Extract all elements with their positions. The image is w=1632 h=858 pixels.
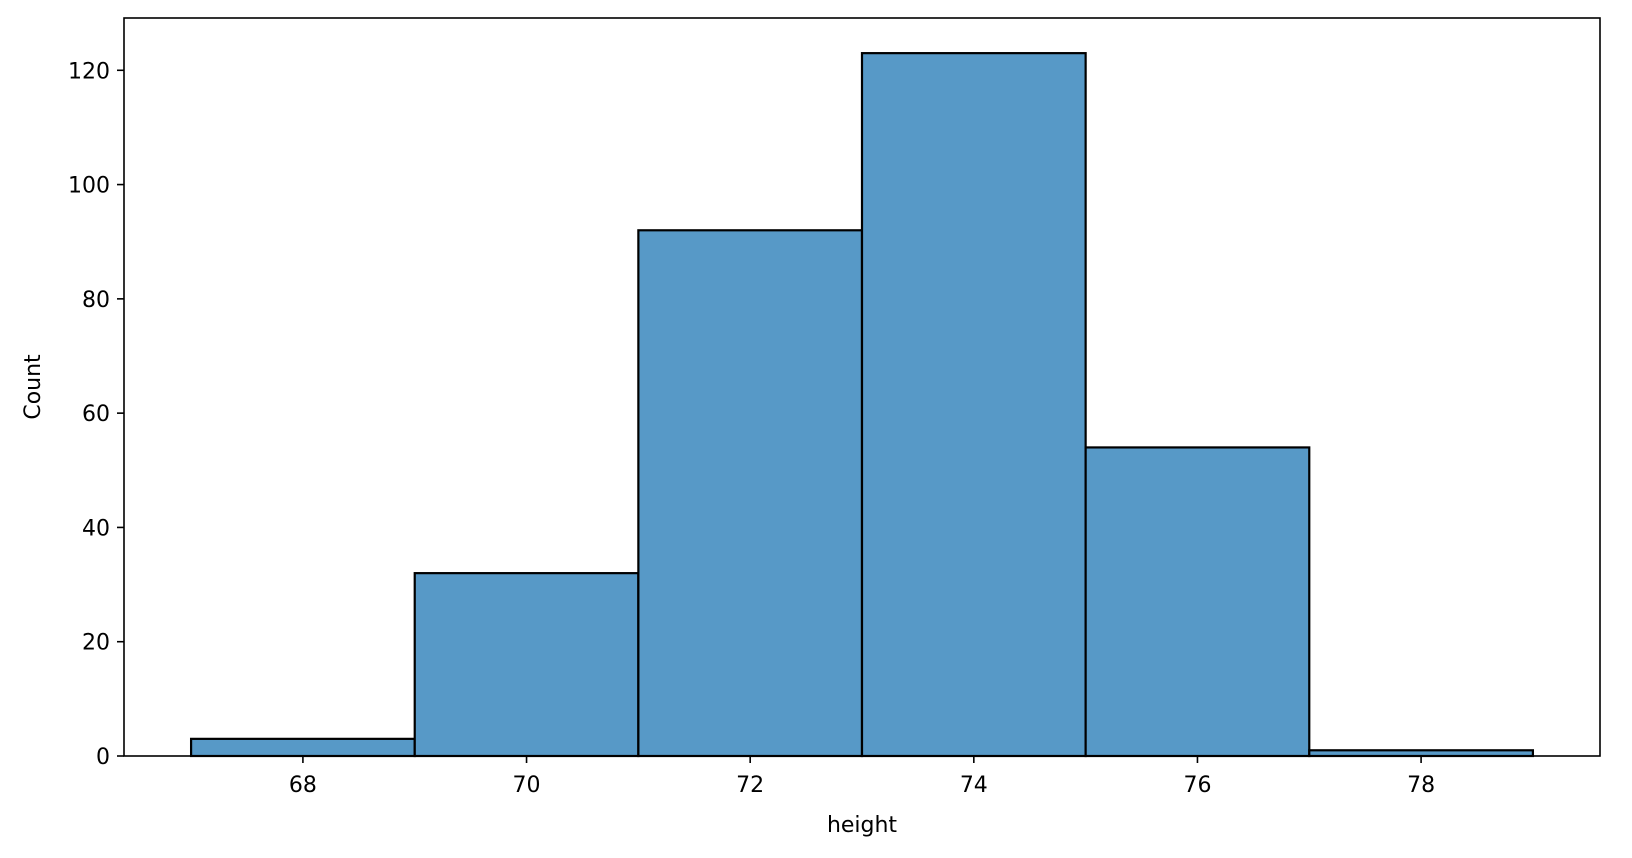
plot-frame — [123, 17, 1601, 757]
x-tick-label: 74 — [960, 773, 988, 798]
x-tick-label: 70 — [513, 773, 541, 798]
x-tick-label: 68 — [289, 773, 317, 798]
y-tick-label: 120 — [68, 59, 110, 84]
x-tick-label: 78 — [1407, 773, 1435, 798]
y-tick-label: 60 — [82, 402, 110, 427]
y-axis-ticks: 0 20 40 60 80 100 120 — [68, 59, 124, 770]
histogram-bar-73-75 — [860, 52, 1087, 758]
histogram-bar-75-77 — [1084, 446, 1311, 758]
x-tick-label: 76 — [1183, 773, 1211, 798]
x-axis-label: height — [827, 813, 897, 838]
histogram-bars — [189, 52, 1535, 758]
histogram-bar-77-79 — [1308, 749, 1535, 758]
y-tick-label: 0 — [96, 745, 110, 770]
x-tick-label: 72 — [736, 773, 764, 798]
histogram-bar-71-73 — [637, 229, 864, 758]
y-tick-label: 40 — [82, 516, 110, 541]
y-tick-label: 80 — [82, 288, 110, 313]
y-tick-label: 20 — [82, 631, 110, 656]
x-axis-ticks: 68 70 72 74 76 78 — [289, 756, 1435, 798]
histogram-bar-69-71 — [413, 572, 640, 758]
histogram-bar-67-69 — [189, 737, 416, 758]
y-tick-label: 100 — [68, 174, 110, 199]
y-axis-label: Count — [21, 354, 46, 420]
